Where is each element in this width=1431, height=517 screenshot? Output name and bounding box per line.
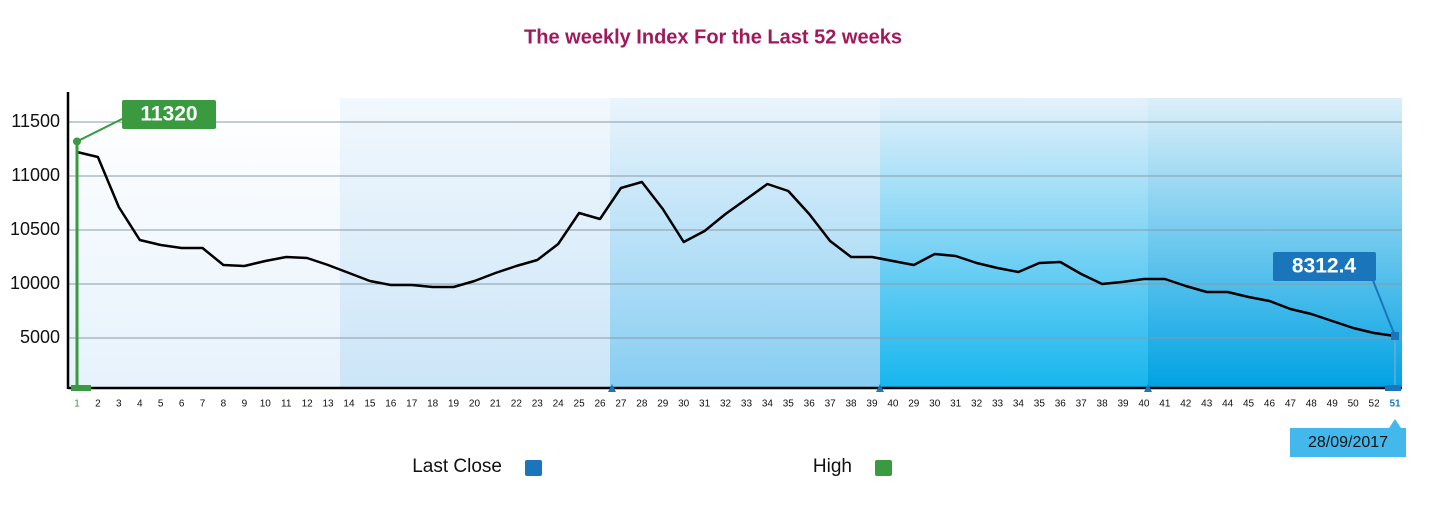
date-label: 28/09/2017 <box>1308 434 1388 451</box>
chart-title: The weekly Index For the Last 52 weeks <box>524 26 902 48</box>
x-tick-label: 34 <box>762 399 774 410</box>
band <box>1148 98 1402 388</box>
x-tick-label: 10 <box>260 399 272 410</box>
x-tick-label: 22 <box>511 399 523 410</box>
x-tick-label: 7 <box>200 399 206 410</box>
axis-marker <box>608 384 616 392</box>
x-tick-label: 14 <box>343 399 355 410</box>
high-label: 11320 <box>140 103 197 126</box>
x-tick-label: 39 <box>866 399 878 410</box>
y-tick-label: 10000 <box>10 273 60 293</box>
x-tick-label: 41 <box>1159 399 1171 410</box>
x-tick-label: 34 <box>1013 399 1025 410</box>
x-tick-label: 31 <box>699 399 711 410</box>
x-tick-label: 15 <box>364 399 376 410</box>
x-tick-label: 29 <box>908 399 920 410</box>
last-base <box>1385 385 1401 391</box>
x-tick-label: 35 <box>1034 399 1046 410</box>
x-tick-label: 12 <box>302 399 314 410</box>
y-tick-label: 10500 <box>10 219 60 239</box>
x-tick-label: 36 <box>1055 399 1067 410</box>
legend-swatch <box>525 460 542 476</box>
x-tick-label: 40 <box>887 399 899 410</box>
x-tick-label: 32 <box>720 399 732 410</box>
band <box>68 98 340 388</box>
x-tick-label: 18 <box>427 399 439 410</box>
x-tick-label: 37 <box>825 399 837 410</box>
x-tick-label: 24 <box>553 399 565 410</box>
series-line <box>76 150 1396 338</box>
x-tick-label: 40 <box>1138 399 1150 410</box>
x-tick-label: 3 <box>116 399 122 410</box>
x-tick-label: 52 <box>1369 399 1381 410</box>
x-tick-label: 49 <box>1327 399 1339 410</box>
x-tick-label: 33 <box>992 399 1004 410</box>
x-tick-label: 30 <box>678 399 690 410</box>
x-tick-label: 48 <box>1306 399 1318 410</box>
high-base <box>71 385 91 391</box>
x-tick-label: 29 <box>657 399 669 410</box>
x-tick-label: 11 <box>281 399 292 410</box>
last-label-box <box>1273 252 1376 281</box>
x-tick-label: 20 <box>469 399 481 410</box>
x-tick-label: 51 <box>1389 399 1401 410</box>
x-tick-label: 5 <box>158 399 164 410</box>
x-tick-label: 1 <box>74 399 80 410</box>
x-tick-label: 31 <box>950 399 962 410</box>
x-tick-label: 16 <box>385 399 397 410</box>
x-tick-label: 36 <box>804 399 816 410</box>
x-tick-label: 43 <box>1201 399 1213 410</box>
x-tick-label: 23 <box>532 399 544 410</box>
plot-background <box>68 98 1402 388</box>
x-tick-label: 37 <box>1076 399 1088 410</box>
x-tick-label: 19 <box>448 399 460 410</box>
x-tick-label: 26 <box>594 399 606 410</box>
x-tick-label: 44 <box>1222 399 1234 410</box>
x-tick-label: 9 <box>242 399 248 410</box>
x-tick-label: 39 <box>1117 399 1129 410</box>
x-tick-label: 8 <box>221 399 227 410</box>
x-tick-label: 33 <box>741 399 753 410</box>
last-label: 8312.4 <box>1292 255 1357 278</box>
high-label-box <box>122 100 216 129</box>
x-tick-label: 28 <box>636 399 648 410</box>
y-tick-label: 5000 <box>20 327 60 347</box>
y-tick-label: 11000 <box>11 165 60 185</box>
y-tick-label: 11500 <box>11 111 60 131</box>
last-leader <box>1371 277 1396 337</box>
date-box <box>1290 419 1406 457</box>
x-tick-label: 27 <box>615 399 627 410</box>
legend-label: High <box>813 456 852 477</box>
x-tick-label: 35 <box>783 399 795 410</box>
x-tick-label: 30 <box>929 399 941 410</box>
x-tick-label: 32 <box>971 399 983 410</box>
x-tick-label: 21 <box>490 399 502 410</box>
x-tick-label: 45 <box>1243 399 1255 410</box>
x-tick-label: 38 <box>1097 399 1109 410</box>
x-tick-label: 47 <box>1285 399 1297 410</box>
band <box>880 98 1148 388</box>
x-tick-label: 25 <box>574 399 586 410</box>
band <box>610 98 880 388</box>
axis-marker <box>1144 384 1152 392</box>
band <box>340 98 610 388</box>
x-tick-label: 2 <box>95 399 101 410</box>
x-tick-label: 42 <box>1180 399 1192 410</box>
legend-swatch <box>875 460 892 476</box>
x-tick-label: 50 <box>1348 399 1360 410</box>
legend-label: Last Close <box>412 456 502 477</box>
x-tick-label: 4 <box>137 399 143 410</box>
high-leader <box>76 117 125 143</box>
x-tick-label: 38 <box>846 399 858 410</box>
x-tick-label: 46 <box>1264 399 1276 410</box>
axis-marker <box>876 384 884 392</box>
x-tick-label: 17 <box>406 399 418 410</box>
x-tick-label: 6 <box>179 399 185 410</box>
x-tick-label: 13 <box>322 399 334 410</box>
